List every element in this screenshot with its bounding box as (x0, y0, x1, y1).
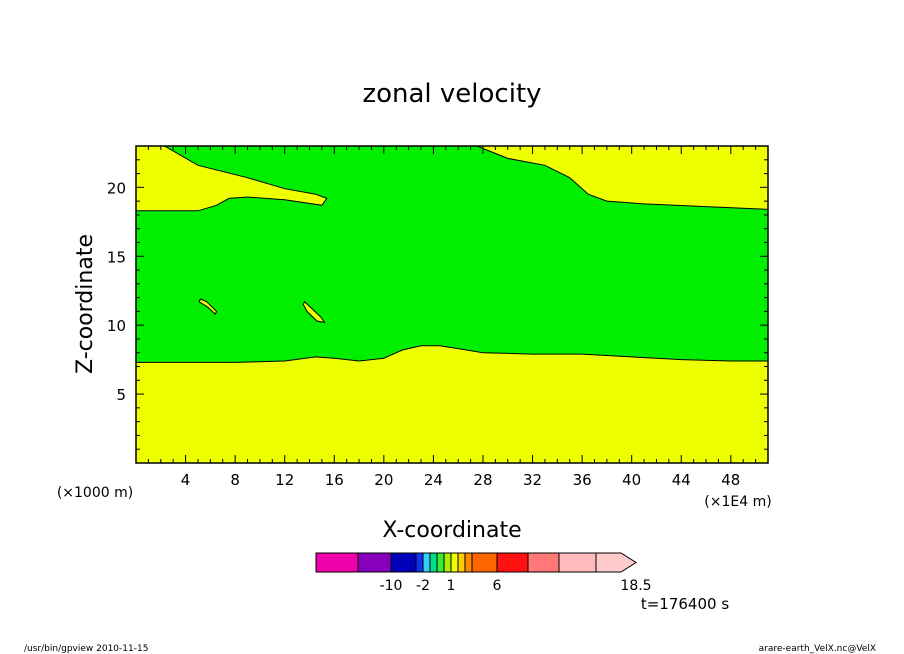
y-tick-labels: 5 10 15 20 (107, 179, 126, 404)
colorbar-labels: -10 -2 1 6 18.5 (380, 578, 652, 594)
x-tick-label: 12 (275, 471, 294, 489)
time-label: t=176400 s (641, 595, 729, 613)
x-tick-label: 28 (473, 471, 492, 489)
colorbar-label: 1 (447, 578, 456, 594)
colorbar-swatch (443, 552, 452, 573)
x-tick-label: 4 (181, 471, 191, 489)
chart-title: zonal velocity (362, 79, 541, 109)
plot-frame (135, 145, 769, 464)
colorbar-swatch (527, 552, 560, 573)
colorbar-swatch (390, 552, 417, 573)
x-tick-label: 40 (622, 471, 641, 489)
colorbar-label: 18.5 (620, 578, 651, 594)
colorbar-label: -2 (416, 578, 430, 594)
colorbar-swatch (422, 552, 431, 573)
y-tick-label: 20 (107, 179, 126, 197)
x-tick-label: 44 (672, 471, 691, 489)
x-tick-label: 36 (573, 471, 592, 489)
colorbar-swatch (496, 552, 529, 573)
colorbar-swatch (450, 552, 459, 573)
colorbar-swatch (357, 552, 392, 573)
footer-right: arare-earth_VelX.nc@VelX (759, 644, 876, 654)
axis-ticks (135, 145, 769, 464)
yellow-island-2 (302, 300, 326, 324)
x-tick-label: 32 (523, 471, 542, 489)
colorbar-swatch (436, 552, 445, 573)
colorbar-swatch (558, 552, 597, 573)
colorbar-swatch (429, 552, 438, 573)
x-tick-labels: 4 8 12 16 20 24 28 32 36 40 44 48 (181, 471, 741, 489)
x-axis-label: X-coordinate (382, 518, 521, 543)
y-tick-label: 10 (107, 317, 126, 335)
colorbar-swatch (464, 552, 473, 573)
colorbar-swatch (315, 552, 359, 573)
y-axis-label: Z-coordinate (73, 234, 98, 374)
green-contour-band (135, 145, 769, 363)
colorbar-swatch (457, 552, 466, 573)
colorbar-swatch (415, 552, 424, 573)
x-tick-label: 8 (230, 471, 240, 489)
x-tick-label: 20 (374, 471, 393, 489)
x-tick-label: 16 (325, 471, 344, 489)
colorbar-label: 6 (493, 578, 502, 594)
yellow-island-1 (198, 298, 218, 315)
footer-left: /usr/bin/gpview 2010-11-15 (24, 644, 148, 654)
y-tick-label: 15 (107, 248, 126, 266)
colorbar (315, 552, 637, 573)
x-tick-label: 48 (721, 471, 740, 489)
x-unit-right: (×1E4 m) (704, 494, 771, 510)
x-unit-left: (×1000 m) (57, 485, 133, 501)
colorbar-swatch (471, 552, 498, 573)
colorbar-label: -10 (380, 578, 403, 594)
x-tick-label: 24 (424, 471, 443, 489)
colorbar-swatch (595, 552, 637, 573)
y-tick-label: 5 (116, 386, 126, 404)
